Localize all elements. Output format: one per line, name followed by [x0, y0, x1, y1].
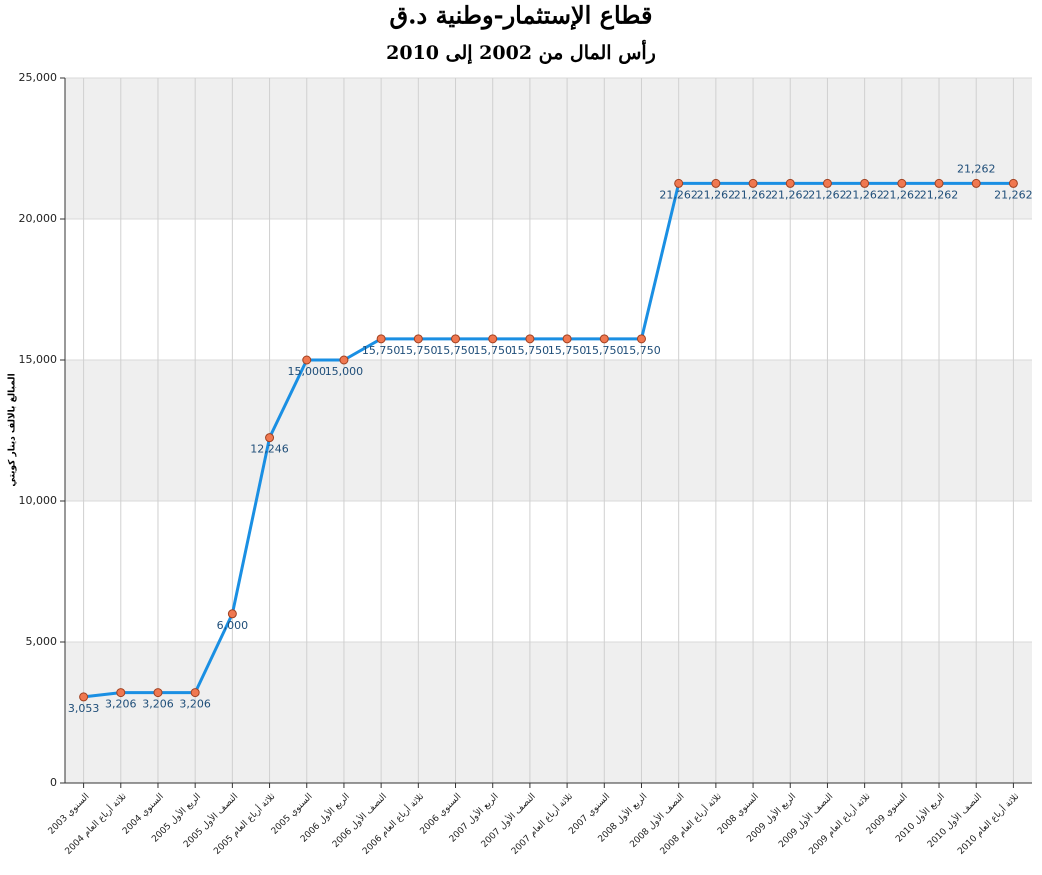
- data-point: [897, 178, 907, 188]
- y-tick-label: 0: [50, 776, 57, 789]
- data-label: 15,750: [362, 344, 401, 357]
- data-label: 21,262: [920, 188, 959, 201]
- data-point: [488, 334, 498, 344]
- data-label: 6,000: [217, 619, 249, 632]
- data-point: [153, 688, 163, 698]
- data-point: [748, 178, 758, 188]
- data-label: 3,206: [105, 698, 137, 711]
- data-point: [599, 334, 609, 344]
- data-label: 21,262: [771, 188, 810, 201]
- data-label: 15,000: [325, 365, 364, 378]
- data-point: [302, 355, 312, 365]
- data-point: [1008, 178, 1018, 188]
- chart-title: قطاع الإستثمار-وطنية د.ق: [390, 1, 653, 31]
- data-label: 3,206: [142, 698, 174, 711]
- x-tick-label: ثلاثة أرباع العام 2009: [806, 790, 873, 857]
- data-label: 21,262: [808, 188, 847, 201]
- data-point: [785, 178, 795, 188]
- data-point: [339, 355, 349, 365]
- x-tick-label: ثلاثة أرباع العام 2004: [62, 790, 129, 857]
- data-label: 21,262: [845, 188, 884, 201]
- data-line: [83, 181, 1014, 699]
- data-label: 3,206: [179, 698, 211, 711]
- x-tick-label: ثلاثة أرباع العام 2010: [955, 790, 1022, 857]
- data-point: [674, 178, 684, 188]
- data-label: 15,750: [548, 344, 587, 357]
- y-tick-label: 20,000: [19, 212, 58, 225]
- data-label: 15,750: [399, 344, 438, 357]
- x-tick-label: ثلاثة أرباع العام 2007: [508, 790, 575, 857]
- data-label: 21,262: [659, 188, 698, 201]
- x-tick-label: ثلاثة أرباع العام 2008: [657, 790, 724, 857]
- data-label: 21,262: [883, 188, 922, 201]
- data-point: [190, 688, 200, 698]
- data-point: [636, 334, 646, 344]
- data-label: 21,262: [697, 188, 736, 201]
- data-label: 21,262: [957, 162, 996, 175]
- data-point: [711, 178, 721, 188]
- data-point: [525, 334, 535, 344]
- data-point: [971, 178, 981, 188]
- data-point: [413, 334, 423, 344]
- data-label: 15,000: [288, 365, 327, 378]
- data-label: 15,750: [622, 344, 661, 357]
- data-point: [451, 334, 461, 344]
- data-point: [934, 178, 944, 188]
- chart-subtitle: رأس المال من 2002 إلى 2010: [386, 39, 656, 65]
- data-point: [860, 178, 870, 188]
- data-label: 21,262: [734, 188, 773, 201]
- plot-band: [65, 501, 1032, 642]
- plot-band: [65, 219, 1032, 360]
- data-point: [116, 688, 126, 698]
- data-point: [79, 692, 89, 702]
- y-axis-title: المبالغ بالالف دينار كويتي: [8, 373, 18, 486]
- plot-band: [65, 78, 1032, 219]
- data-label: 21,262: [994, 188, 1033, 201]
- data-point: [265, 433, 275, 443]
- plot-band: [65, 642, 1032, 783]
- data-label: 15,750: [585, 344, 624, 357]
- plot-band: [65, 360, 1032, 501]
- data-point: [562, 334, 572, 344]
- data-label: 12,246: [250, 443, 289, 456]
- y-tick-label: 5,000: [26, 635, 58, 648]
- data-label: 15,750: [436, 344, 475, 357]
- data-label: 3,053: [68, 702, 100, 715]
- data-point: [376, 334, 386, 344]
- y-tick-label: 25,000: [19, 71, 58, 84]
- x-tick-label: ثلاثة أرباع العام 2005: [211, 790, 278, 857]
- data-point: [227, 609, 237, 619]
- y-tick-label: 10,000: [19, 494, 58, 507]
- data-label: 15,750: [473, 344, 512, 357]
- data-label: 15,750: [511, 344, 550, 357]
- data-point: [822, 178, 832, 188]
- y-tick-label: 15,000: [19, 353, 58, 366]
- x-tick-label: ثلاثة أرباع العام 2006: [360, 790, 427, 857]
